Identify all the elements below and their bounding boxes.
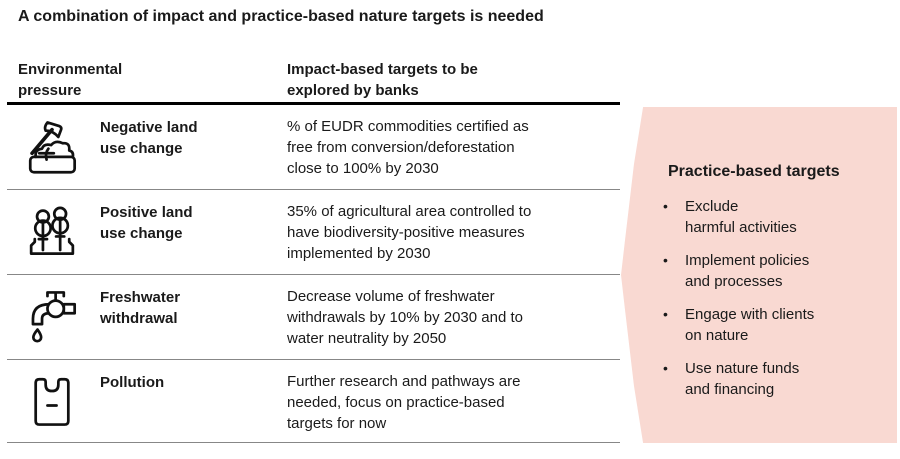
- list-item: • Exclude harmful activities: [661, 196, 881, 238]
- trees-icon: [29, 206, 75, 256]
- table-row-positive-land-use: Positive land use change 35% of agricult…: [7, 190, 620, 275]
- plastic-bag-icon: [34, 377, 70, 426]
- practice-panel-list: • Exclude harmful activities • Implement…: [661, 196, 881, 400]
- row-target-text: Decrease volume of freshwater withdrawal…: [287, 288, 523, 347]
- axe-deforestation-icon: [28, 121, 77, 174]
- header-environmental-pressure: Environmental pressure: [18, 61, 123, 99]
- row-label: Freshwater withdrawal: [100, 289, 181, 327]
- header-impact-targets: Impact-based targets to be explored by b…: [287, 61, 478, 99]
- faucet-icon: [31, 291, 77, 343]
- bullet-icon: •: [663, 252, 668, 268]
- row-label: Positive land use change: [100, 204, 193, 242]
- bullet-icon: •: [663, 360, 668, 376]
- page-title: A combination of impact and practice-bas…: [18, 8, 544, 25]
- bullet-icon: •: [663, 306, 668, 322]
- list-item-text: Use nature funds and financing: [685, 360, 800, 398]
- row-target-text: Further research and pathways are needed…: [287, 373, 521, 432]
- row-label: Pollution: [100, 374, 165, 391]
- table-header-row: Environmental pressure Impact-based targ…: [7, 52, 620, 105]
- table-row-negative-land-use: Negative land use change % of EUDR commo…: [7, 105, 620, 190]
- list-item-text: Engage with clients on nature: [685, 306, 815, 344]
- practice-panel-heading: Practice-based targets: [668, 163, 840, 180]
- bullet-icon: •: [663, 198, 668, 214]
- table-row-pollution: Pollution Further research and pathways …: [7, 360, 620, 443]
- practice-panel: Practice-based targets • Exclude harmful…: [621, 107, 897, 443]
- table-row-freshwater-withdrawal: Freshwater withdrawal Decrease volume of…: [7, 275, 620, 360]
- targets-table: Environmental pressure Impact-based targ…: [7, 52, 620, 443]
- list-item-text: Exclude harmful activities: [685, 198, 797, 236]
- row-label: Negative land use change: [100, 119, 198, 157]
- row-target-text: % of EUDR commodities certified as free …: [287, 118, 529, 177]
- list-item: • Engage with clients on nature: [661, 304, 881, 346]
- row-target-text: 35% of agricultural area controlled to h…: [287, 203, 532, 262]
- list-item-text: Implement policies and processes: [685, 252, 810, 290]
- list-item: • Implement policies and processes: [661, 250, 881, 292]
- list-item: • Use nature funds and financing: [661, 358, 881, 400]
